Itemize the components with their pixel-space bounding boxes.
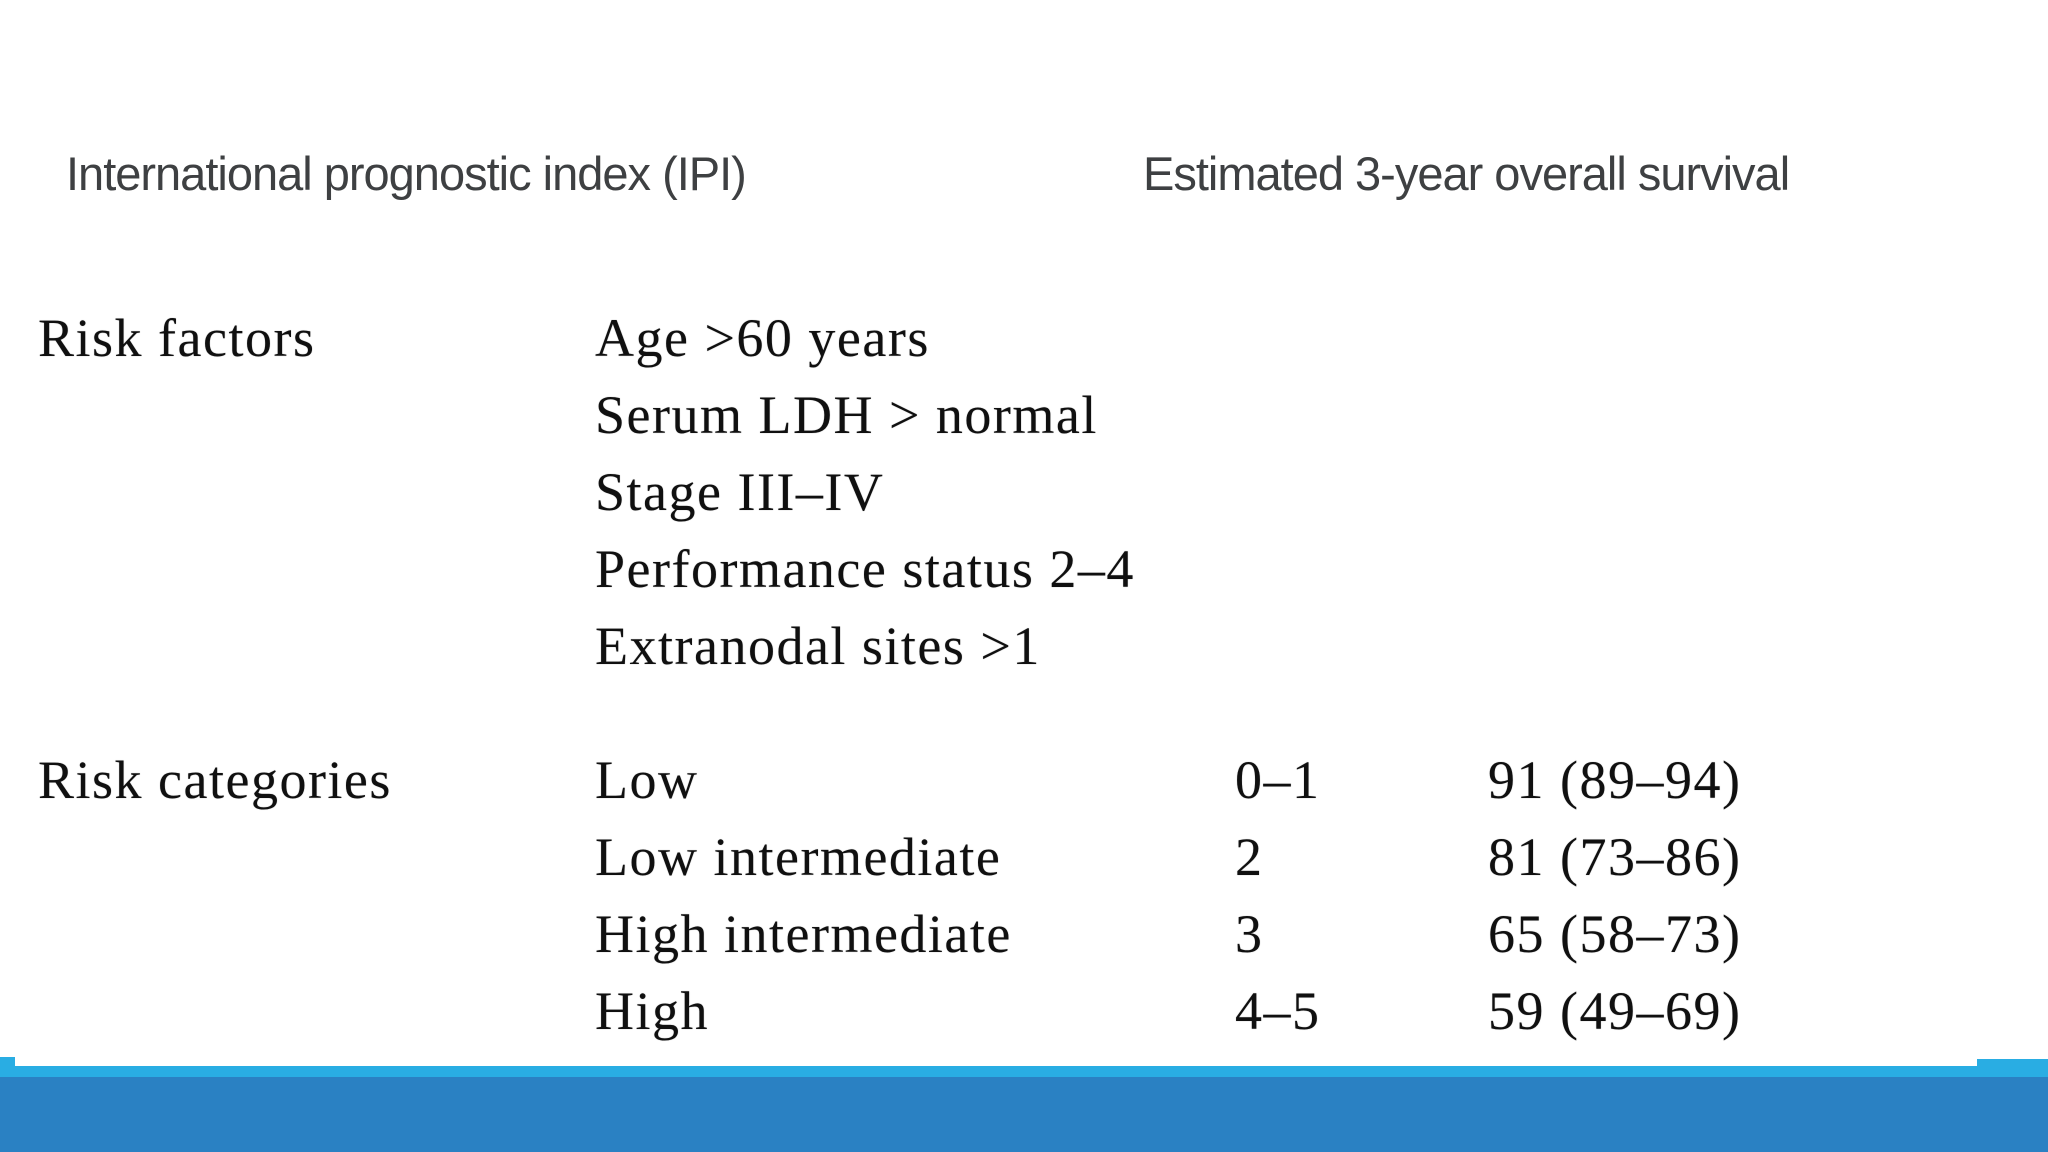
score-cell — [1235, 608, 1488, 685]
risk-factors-section: Risk factors Age >60 years Serum LDH > n… — [38, 300, 1938, 685]
section-label: Risk categories — [38, 750, 392, 810]
survival-cell — [1488, 531, 1938, 608]
survival-cell — [1488, 608, 1938, 685]
footer-accent-strip — [0, 1066, 2048, 1077]
table-row: High intermediate 3 65 (58–73) — [38, 896, 1938, 973]
section-label — [38, 454, 595, 531]
ipi-table: Risk factors Age >60 years Serum LDH > n… — [38, 300, 1938, 1050]
table-row: Stage III–IV — [38, 454, 1938, 531]
section-label — [38, 608, 595, 685]
score-cell — [1235, 300, 1488, 377]
score-cell — [1235, 377, 1488, 454]
footer-bar — [0, 1077, 2048, 1152]
survival-cell: 65 (58–73) — [1488, 904, 1742, 964]
table-row: Performance status 2–4 — [38, 531, 1938, 608]
survival-cell — [1488, 300, 1938, 377]
table-row: Risk factors Age >60 years — [38, 300, 1938, 377]
survival-cell — [1488, 377, 1938, 454]
section-label — [38, 896, 595, 973]
risk-factor: Age >60 years — [595, 308, 930, 368]
score-cell: 4–5 — [1235, 981, 1321, 1041]
risk-category: Low intermediate — [595, 827, 1002, 887]
section-label — [38, 531, 595, 608]
section-label — [38, 973, 595, 1050]
footer-accent-tab-left — [0, 1057, 15, 1067]
risk-categories-section: Risk categories Low 0–1 91 (89–94) Low i… — [38, 742, 1938, 1050]
risk-category: High — [595, 981, 709, 1041]
footer-accent-tab-right — [1977, 1059, 2048, 1067]
score-cell — [1235, 531, 1488, 608]
section-label: Risk factors — [38, 308, 316, 368]
heading-survival: Estimated 3-year overall survival — [1143, 147, 1790, 200]
table-row: Serum LDH > normal — [38, 377, 1938, 454]
survival-cell — [1488, 454, 1938, 531]
score-cell: 0–1 — [1235, 750, 1321, 810]
score-cell: 3 — [1235, 904, 1264, 964]
table-row: Risk categories Low 0–1 91 (89–94) — [38, 742, 1938, 819]
table-row: High 4–5 59 (49–69) — [38, 973, 1938, 1050]
section-label — [38, 377, 595, 454]
risk-category: Low — [595, 750, 699, 810]
section-label — [38, 819, 595, 896]
risk-factor: Stage III–IV — [595, 462, 885, 522]
table-row: Extranodal sites >1 — [38, 608, 1938, 685]
survival-cell: 59 (49–69) — [1488, 981, 1742, 1041]
score-cell — [1235, 454, 1488, 531]
risk-factor: Performance status 2–4 — [595, 539, 1135, 599]
risk-factor: Serum LDH > normal — [595, 385, 1098, 445]
risk-factor: Extranodal sites >1 — [595, 616, 1041, 676]
risk-category: High intermediate — [595, 904, 1012, 964]
score-cell: 2 — [1235, 827, 1264, 887]
table-row: Low intermediate 2 81 (73–86) — [38, 819, 1938, 896]
survival-cell: 81 (73–86) — [1488, 827, 1742, 887]
heading-ipi: International prognostic index (IPI) — [66, 147, 747, 200]
survival-cell: 91 (89–94) — [1488, 750, 1742, 810]
